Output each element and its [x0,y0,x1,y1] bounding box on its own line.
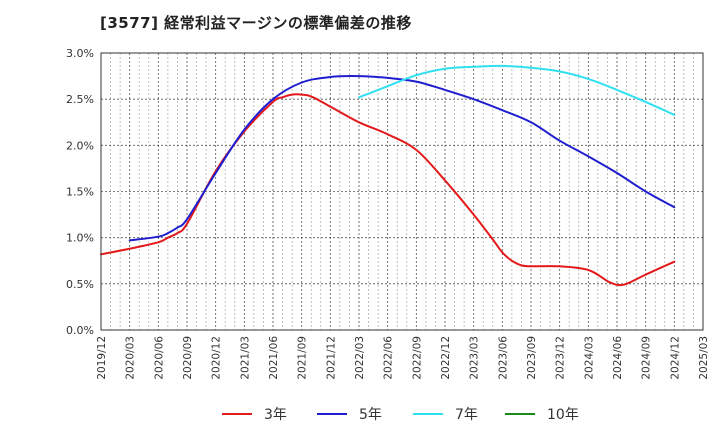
x-tick-label: 2022/09 [411,336,423,380]
x-tick-label: 2022/06 [383,336,395,380]
y-axis-ticks: 0.0% 0.5% 1.0% 1.5% 2.0% 2.5% 3.0% [66,47,94,337]
x-tick-label: 2022/03 [354,336,366,380]
legend-label: 3年 [264,407,287,423]
x-tick-label: 2024/12 [669,336,681,380]
series-line-7年 [358,64,676,116]
y-tick-label: 1.0% [66,232,94,245]
x-tick-label: 2020/06 [153,336,165,380]
series-line-3年 [100,93,676,287]
legend-label: 10年 [547,407,579,423]
series-layer [100,64,676,287]
x-tick-label: 2023/06 [497,336,509,380]
x-tick-label: 2025/03 [698,336,710,380]
y-tick-label: 1.5% [66,186,94,199]
x-tick-label: 2023/09 [526,336,538,380]
x-tick-label: 2021/09 [297,336,309,380]
series-line-5年 [128,75,676,242]
y-tick-label: 0.0% [66,324,94,337]
x-tick-label: 2023/12 [555,336,567,380]
x-tick-label: 2019/12 [96,336,108,380]
legend-label: 5年 [359,407,382,423]
x-tick-label: 2024/09 [641,336,653,380]
x-axis-ticks: 2019/12 2020/03 2020/06 2020/09 2020/12 2021/… [96,336,710,380]
y-tick-label: 0.5% [66,278,94,291]
x-tick-label: 2021/06 [268,336,280,380]
y-tick-label: 3.0% [66,47,94,60]
x-tick-label: 2024/06 [612,336,624,380]
x-tick-label: 2024/03 [583,336,595,380]
y-tick-label: 2.5% [66,93,94,106]
x-tick-label: 2020/09 [182,336,194,380]
chart-title: [3577] 経常利益マージンの標準偏差の推移 [100,14,412,32]
x-tick-label: 2020/03 [125,336,137,380]
grid-layer [100,52,704,331]
x-tick-label: 2021/12 [325,336,337,380]
plot-frame [100,52,704,331]
legend-label: 7年 [455,407,478,423]
x-tick-label: 2020/12 [211,336,223,380]
legend: 3年 5年 7年 10年 [222,407,579,423]
x-tick-label: 2022/12 [440,336,452,380]
x-tick-label: 2023/03 [469,336,481,380]
y-tick-label: 2.0% [66,139,94,152]
x-tick-label: 2021/03 [239,336,251,380]
